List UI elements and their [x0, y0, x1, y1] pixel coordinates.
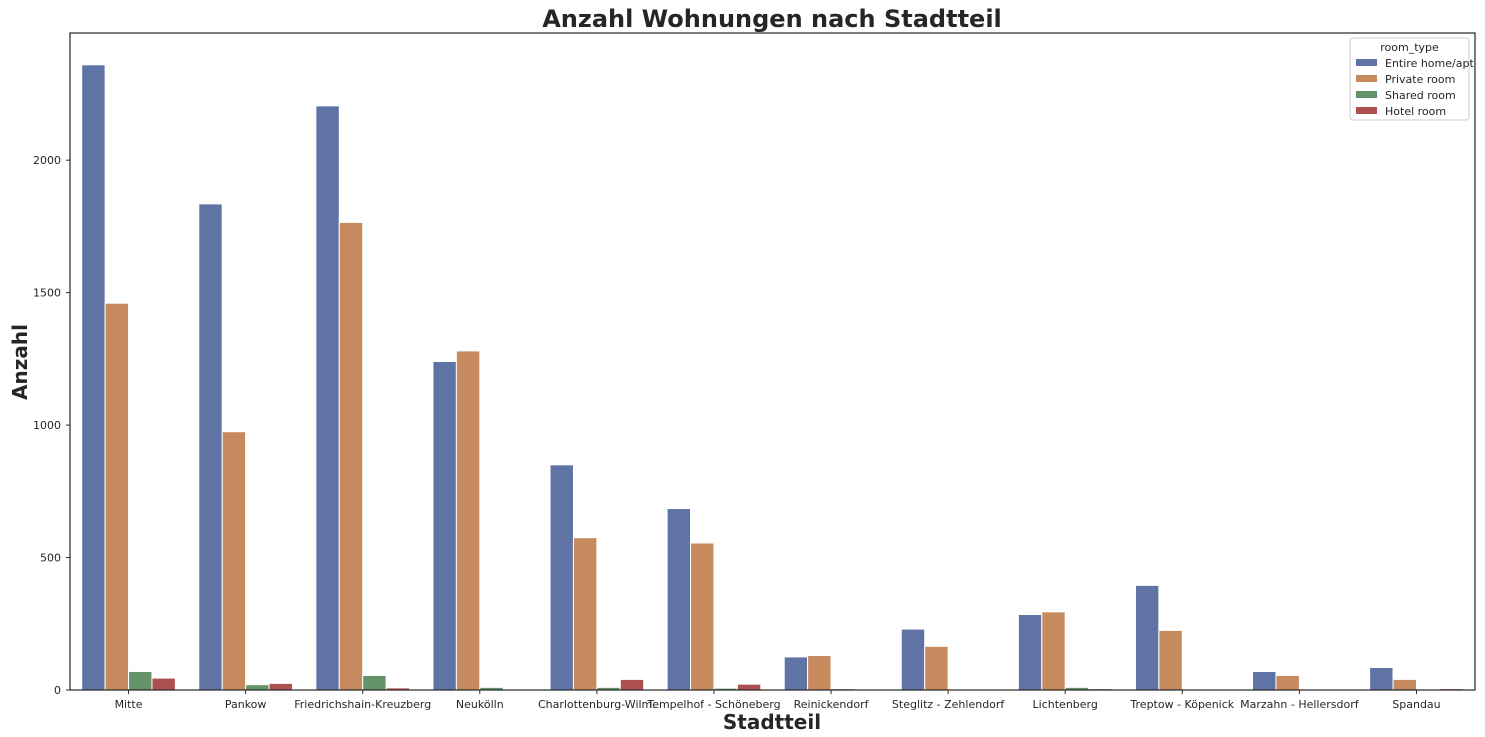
legend-box [1349, 37, 1470, 121]
bar-private-room-3 [455, 350, 481, 691]
bar-entire-home-apt-2 [315, 105, 340, 691]
bar-private-room-0 [104, 302, 130, 691]
legend-title: room_type [1380, 41, 1439, 54]
x-ticks-group: Mitte Pankow Friedrichshain-Kreuzberg Neukö… [115, 690, 1441, 711]
x-tick-label: Lichtenberg [1033, 698, 1098, 711]
bar-private-room-8 [1041, 611, 1066, 691]
bar-private-room-7 [924, 645, 949, 691]
bar-entire-home-apt-6 [783, 656, 809, 691]
legend-swatch-0 [1356, 59, 1377, 66]
bar-private-room-9 [1158, 629, 1183, 691]
x-tick-label: Pankow [225, 698, 267, 711]
bar-hotel-room-0 [151, 677, 176, 691]
bar-entire-home-apt-7 [900, 628, 926, 691]
bar-entire-home-apt-0 [81, 64, 106, 691]
x-tick-label: Neukölln [456, 698, 504, 711]
legend-swatch-2 [1356, 91, 1377, 98]
legend-label-3: Hotel room [1385, 105, 1446, 118]
bar-private-room-2 [338, 221, 364, 691]
legend: room_type Entire home/apt Private room Shar… [1349, 37, 1474, 121]
bar-shared-room-2 [362, 674, 387, 691]
bar-entire-home-apt-3 [432, 361, 457, 691]
x-tick-label: Treptow - Köpenick [1129, 698, 1234, 711]
bar-private-room-11 [1392, 678, 1417, 691]
bar-hotel-room-1 [268, 682, 293, 691]
bar-shared-room-0 [128, 670, 153, 691]
x-tick-label: Friedrichshain-Kreuzberg [294, 698, 431, 711]
bar-entire-home-apt-5 [666, 508, 692, 691]
bars-group [81, 64, 1464, 691]
bar-private-room-6 [807, 655, 832, 691]
legend-label-1: Private room [1385, 73, 1455, 86]
x-tick-label: Steglitz - Zehlendorf [892, 698, 1006, 711]
x-tick-label: Spandau [1392, 698, 1440, 711]
legend-label-2: Shared room [1385, 89, 1456, 102]
x-tick-label: Charlottenburg-Wilm. [538, 698, 656, 711]
bar-private-room-10 [1275, 674, 1300, 691]
bar-private-room-5 [690, 542, 715, 691]
bar-entire-home-apt-11 [1369, 666, 1394, 691]
bar-entire-home-apt-10 [1252, 670, 1277, 691]
bar-hotel-room-5 [736, 683, 762, 691]
bar-private-room-1 [221, 431, 247, 691]
plot-frame [69, 32, 1476, 691]
legend-label-0: Entire home/apt [1385, 57, 1474, 70]
y-tick-label: 500 [40, 552, 61, 565]
y-axis-label: Anzahl [8, 324, 32, 400]
x-tick-label: Reinickendorf [794, 698, 870, 711]
bar-hotel-room-4 [619, 678, 645, 691]
y-ticks-group: 0 500 1000 1500 2000 [33, 154, 70, 697]
bar-entire-home-apt-4 [549, 464, 574, 691]
x-tick-label: Tempelhof - Schöneberg [646, 698, 780, 711]
y-tick-label: 1000 [33, 419, 61, 432]
x-tick-label: Marzahn - Hellersdorf [1240, 698, 1360, 711]
bar-entire-home-apt-1 [198, 203, 223, 691]
y-tick-label: 1500 [33, 287, 61, 300]
y-tick-label: 2000 [33, 154, 61, 167]
bar-entire-home-apt-9 [1134, 584, 1160, 691]
legend-swatch-1 [1356, 75, 1377, 82]
x-tick-label: Mitte [115, 698, 143, 711]
legend-swatch-3 [1356, 107, 1377, 114]
bar-entire-home-apt-8 [1017, 614, 1043, 691]
chart-title: Anzahl Wohnungen nach Stadtteil [542, 5, 1002, 33]
x-axis-label: Stadtteil [723, 710, 821, 734]
y-tick-label: 0 [54, 684, 61, 697]
bar-shared-room-1 [245, 684, 270, 691]
bar-private-room-4 [572, 537, 598, 691]
